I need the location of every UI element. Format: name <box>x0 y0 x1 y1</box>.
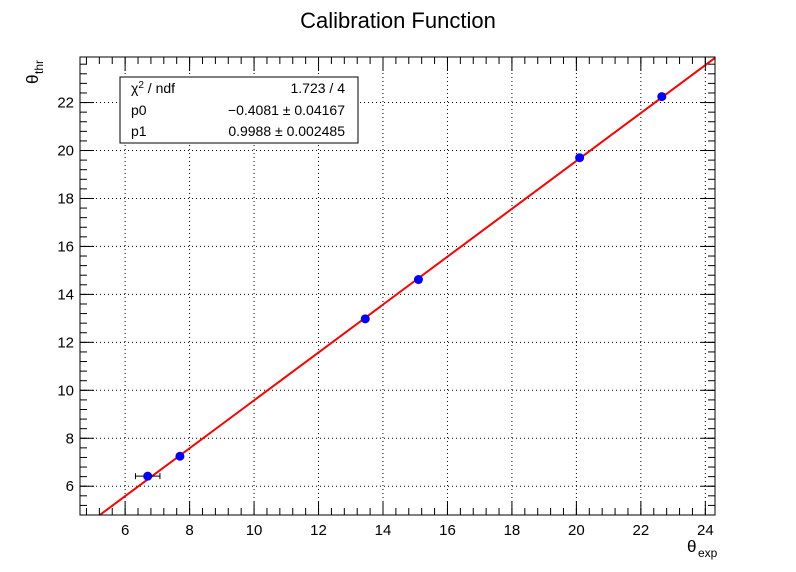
stats-p1-label: p1 <box>131 123 147 139</box>
y-axis-label: θ thr <box>23 60 46 84</box>
y-axis-label-sub: thr <box>32 60 46 74</box>
x-tick-label: 18 <box>504 522 521 539</box>
data-point <box>413 275 423 285</box>
x-axis-label-main: θ <box>687 537 696 556</box>
y-tick-label: 12 <box>57 334 74 351</box>
y-tick-label: 10 <box>57 382 74 399</box>
y-tick-label: 14 <box>57 286 74 303</box>
stats-p1-value: 0.9988 ± 0.002485 <box>228 123 345 139</box>
data-point <box>657 92 667 102</box>
data-point <box>575 153 585 163</box>
x-tick-label: 24 <box>697 522 714 539</box>
plot-frame <box>79 56 716 516</box>
data-point <box>143 471 153 481</box>
stats-chi2-value: 1.723 / 4 <box>291 80 346 96</box>
x-axis-label: θ exp <box>687 537 718 560</box>
x-axis-label-sub: exp <box>698 546 718 560</box>
y-tick-label: 16 <box>57 238 74 255</box>
x-tick-label: 6 <box>121 522 129 539</box>
y-tick-label: 22 <box>57 95 74 112</box>
x-tick-label: 16 <box>439 522 456 539</box>
x-tick-label: 14 <box>375 522 392 539</box>
fit-line-group <box>99 57 716 516</box>
stats-p0-label: p0 <box>131 102 147 118</box>
data-point <box>175 451 185 461</box>
y-tick-label: 6 <box>66 478 74 495</box>
stats-p0-value: −0.4081 ± 0.04167 <box>228 102 345 118</box>
axis-ticks: 6 8 10 12 14 16 18 20 22 24 6 8 10 12 14 16 18 20 22 <box>57 57 715 539</box>
fit-stats-box: χ2 / ndf 1.723 / 4 p0 −0.4081 ± 0.04167 … <box>119 76 359 144</box>
data-points-group <box>134 92 667 481</box>
x-tick-label: 22 <box>633 522 650 539</box>
y-tick-label: 20 <box>57 143 74 160</box>
y-tick-label: 18 <box>57 190 74 207</box>
fit-line <box>99 57 716 516</box>
stats-box-frame <box>119 76 359 144</box>
x-tick-label: 8 <box>185 522 193 539</box>
stats-chi2-label: χ2 / ndf <box>131 80 175 96</box>
chart-title: Calibration Function <box>300 8 496 33</box>
x-tick-label: 10 <box>246 522 263 539</box>
x-tick-label: 12 <box>310 522 327 539</box>
data-point <box>360 314 370 324</box>
y-tick-label: 8 <box>66 430 74 447</box>
x-tick-label: 20 <box>568 522 585 539</box>
y-axis-label-main: θ <box>23 75 42 84</box>
